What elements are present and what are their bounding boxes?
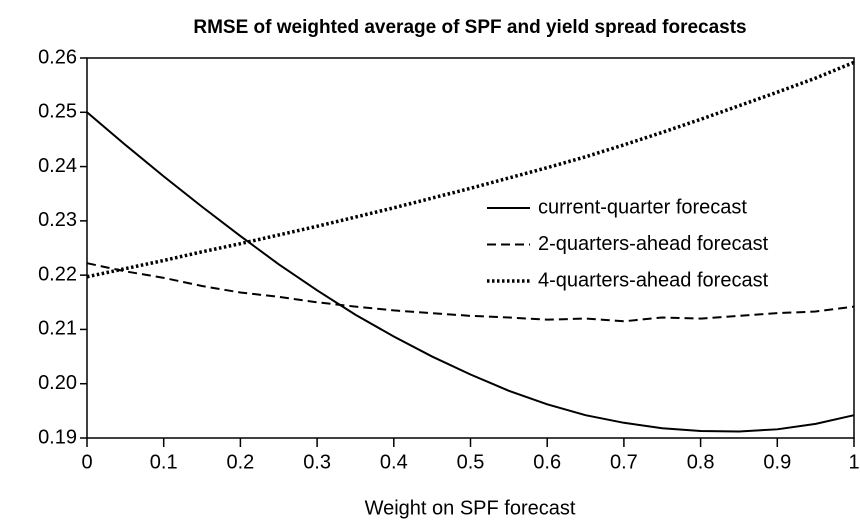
y-tick-label: 0.22 (38, 263, 77, 285)
x-tick-label: 0.6 (533, 451, 561, 473)
x-tick-label: 1 (848, 451, 859, 473)
y-tick-label: 0.21 (38, 318, 77, 340)
legend-label: 4-quarters-ahead forecast (538, 269, 769, 291)
x-tick-label: 0.7 (610, 451, 638, 473)
legend-label: 2-quarters-ahead forecast (538, 233, 769, 255)
series-line (86, 60, 855, 279)
y-tick-label: 0.26 (38, 46, 77, 68)
x-tick-label: 0.8 (687, 451, 715, 473)
x-tick-label: 0.4 (380, 451, 408, 473)
legend-label: current-quarter forecast (538, 196, 747, 218)
x-tick-label: 0.1 (150, 451, 178, 473)
y-tick-label: 0.20 (38, 372, 77, 394)
y-tick-label: 0.24 (38, 155, 77, 177)
x-tick-label: 0.9 (763, 451, 791, 473)
y-tick-label: 0.19 (38, 426, 77, 448)
y-tick-label: 0.25 (38, 101, 77, 123)
x-axis-label: Weight on SPF forecast (365, 497, 576, 519)
x-tick-label: 0.5 (457, 451, 485, 473)
series-line (86, 111, 855, 433)
x-tick-label: 0 (81, 451, 92, 473)
y-tick-label: 0.23 (38, 209, 77, 231)
series-line (86, 262, 855, 323)
x-tick-label: 0.2 (226, 451, 254, 473)
chart-title: RMSE of weighted average of SPF and yiel… (193, 17, 746, 38)
x-tick-label: 0.3 (303, 451, 331, 473)
